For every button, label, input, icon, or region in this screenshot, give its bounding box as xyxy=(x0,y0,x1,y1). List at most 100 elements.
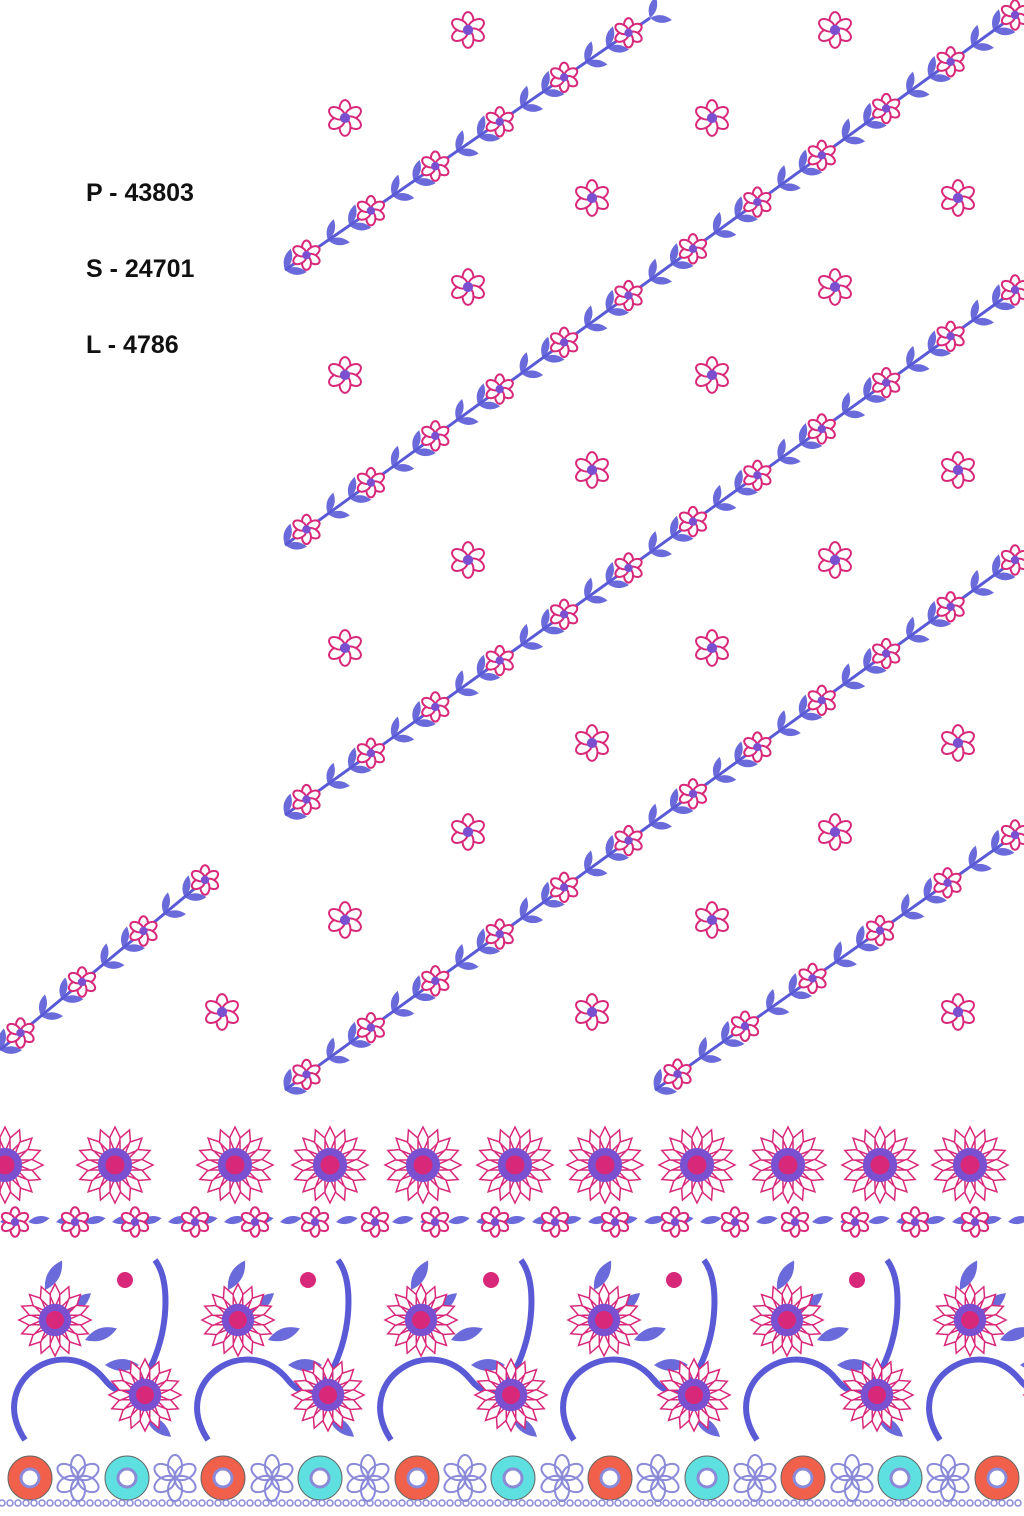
vine-flower xyxy=(872,366,901,399)
donut-bead xyxy=(974,1455,1020,1501)
panel-flower xyxy=(290,1357,366,1433)
vine-flower xyxy=(614,17,643,49)
border-sunflower xyxy=(75,1125,155,1205)
vine-flower xyxy=(356,1011,386,1044)
border-sunflower xyxy=(475,1125,555,1205)
vine-flower xyxy=(292,513,321,546)
lace-flower xyxy=(346,1454,390,1502)
vine-flower xyxy=(872,637,901,670)
vine-flower xyxy=(1000,0,1024,31)
vine-flower xyxy=(190,864,220,896)
code-p: P - 43803 xyxy=(86,179,194,207)
donut-bead xyxy=(297,1455,343,1501)
scatter-flower xyxy=(695,356,729,394)
vine-flower xyxy=(936,320,965,353)
vine-flower xyxy=(743,731,772,763)
vine-flower xyxy=(614,824,643,857)
code-l: L - 4786 xyxy=(86,331,179,359)
scatter-flower xyxy=(451,813,485,851)
scatter-flower xyxy=(818,268,852,306)
border-sunflower xyxy=(383,1125,463,1205)
vine-flower xyxy=(678,778,708,810)
panel-flower xyxy=(200,1282,276,1358)
scatter-flower xyxy=(451,541,485,579)
donut-bead xyxy=(7,1455,53,1501)
donut-bead xyxy=(490,1455,536,1501)
scatter-flower xyxy=(941,451,975,489)
lace-flower xyxy=(443,1454,487,1502)
panel-flower xyxy=(749,1282,825,1358)
scatter-flower xyxy=(818,813,852,851)
band-flower xyxy=(360,1206,390,1238)
scatter-flower xyxy=(451,11,485,49)
border-sunflower xyxy=(930,1125,1010,1205)
vine-flower xyxy=(614,279,643,312)
vine-flower xyxy=(549,598,579,630)
vine-flower xyxy=(129,915,158,947)
band-flower xyxy=(300,1206,330,1238)
scatter-flower xyxy=(575,451,609,489)
vine-flower xyxy=(421,420,450,452)
vine-flower xyxy=(872,92,901,125)
border-sunflower xyxy=(840,1125,920,1205)
band-flower xyxy=(420,1206,450,1238)
diagonal-vine xyxy=(283,554,1016,1095)
band-flower xyxy=(840,1206,870,1238)
vine-flower xyxy=(356,737,386,769)
donut-bead xyxy=(780,1455,826,1501)
donut-bead xyxy=(104,1455,150,1501)
vine-flower xyxy=(807,413,836,445)
vine-flower xyxy=(678,505,708,538)
scatter-flower xyxy=(818,541,852,579)
band-flower xyxy=(600,1206,630,1238)
vine-flower xyxy=(1000,274,1024,306)
scatter-flower xyxy=(575,993,609,1031)
diagonal-vine xyxy=(0,875,207,1054)
scatter-flower xyxy=(205,993,239,1031)
scroll-vine xyxy=(926,1260,1024,1442)
border-sunflower xyxy=(0,1125,45,1205)
scatter-flower xyxy=(575,179,609,217)
band-flower xyxy=(480,1206,510,1238)
vine-flower xyxy=(292,783,321,816)
scatter-flower xyxy=(695,901,729,939)
panel-flower xyxy=(107,1357,183,1433)
vine-flower xyxy=(421,691,450,723)
panel-flower xyxy=(656,1357,732,1433)
diagonal-vine xyxy=(283,284,1016,820)
border-band xyxy=(0,1216,1024,1225)
vine-flower xyxy=(743,459,772,491)
border-sunflower xyxy=(195,1125,275,1205)
vine-flower xyxy=(549,61,579,93)
border-sunflower xyxy=(748,1125,828,1205)
vine-flower xyxy=(421,150,450,182)
lace-flower xyxy=(636,1454,680,1502)
band-flower xyxy=(60,1206,90,1238)
vine-flower xyxy=(663,1058,692,1090)
vine-flower xyxy=(549,871,579,904)
panel-flower xyxy=(383,1282,459,1358)
border-sunflower xyxy=(290,1125,370,1205)
vine-flower xyxy=(865,914,895,947)
vine-flower xyxy=(485,644,514,677)
border-sunflower xyxy=(657,1125,737,1205)
band-flower xyxy=(240,1206,270,1238)
vine-flower xyxy=(485,106,514,138)
vine-flower xyxy=(807,684,836,716)
band-flower xyxy=(960,1206,990,1238)
scatter-flower xyxy=(328,901,362,939)
vine-flower xyxy=(743,186,772,218)
scatter-flower xyxy=(328,356,362,394)
panel-flower xyxy=(566,1282,642,1358)
scatter-flower xyxy=(695,629,729,667)
scatter-flower xyxy=(328,99,362,137)
code-s: S - 24701 xyxy=(86,255,195,283)
band-flower xyxy=(780,1206,810,1238)
chain-border xyxy=(0,1499,1022,1507)
vine-flower xyxy=(807,139,836,171)
vine-flower xyxy=(1000,544,1024,576)
donut-bead xyxy=(200,1455,246,1501)
design-codes: P - 43803 S - 24701 L - 4786 xyxy=(86,176,194,404)
